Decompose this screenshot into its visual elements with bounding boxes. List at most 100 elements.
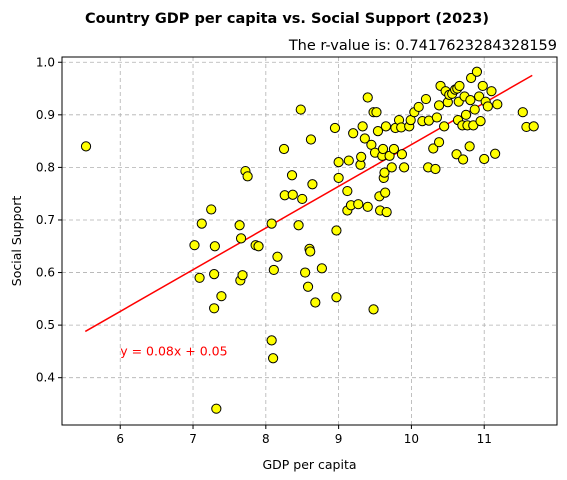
data-point (209, 241, 220, 252)
data-point (297, 193, 308, 205)
data-point (486, 86, 497, 97)
data-point (433, 137, 445, 148)
x-tick-label: 8 (262, 432, 270, 446)
plot-frame (61, 56, 558, 426)
data-point (353, 199, 364, 210)
data-point (482, 101, 493, 112)
data-point (477, 80, 488, 92)
data-point (286, 170, 298, 181)
x-tick-label: 6 (116, 432, 124, 446)
data-point (235, 233, 247, 244)
data-points (80, 66, 539, 414)
y-tick-label: 0.7 (36, 213, 55, 227)
data-point (209, 303, 220, 314)
data-point (357, 121, 368, 132)
y-tick-label: 0.6 (36, 266, 55, 280)
data-point (216, 291, 227, 302)
data-point (379, 167, 390, 178)
x-tick-label: 11 (477, 432, 492, 446)
chart-subtitle: The r-value is: 0.7417623284328159 (288, 38, 557, 54)
data-point (433, 100, 445, 111)
data-point (287, 189, 298, 200)
x-axis-label: GDP per capita (262, 457, 356, 472)
data-point (206, 204, 217, 215)
y-tick-label: 0.4 (36, 371, 55, 385)
chart-title: Country GDP per capita vs. Social Suppor… (85, 11, 489, 27)
y-tick-label: 0.5 (36, 318, 55, 332)
data-point (331, 225, 342, 236)
data-point (380, 187, 391, 198)
data-point (333, 157, 344, 168)
data-point (302, 281, 314, 292)
data-point (310, 297, 321, 308)
data-point (348, 128, 359, 139)
regression-equation: y = 0.08x + 0.05 (120, 343, 227, 358)
data-point (454, 80, 465, 92)
data-point (431, 112, 442, 123)
x-tick-label: 10 (404, 432, 419, 446)
data-point (377, 143, 389, 155)
data-point (331, 292, 342, 303)
data-point (356, 151, 367, 162)
data-point (234, 220, 245, 231)
axis-ticks: 6 7 8 9 10 11 0.4 0.5 0.6 0.7 0.8 0.9 1.0 (36, 55, 492, 446)
data-point (307, 179, 318, 190)
data-point (316, 263, 327, 274)
data-point (80, 141, 92, 152)
data-point (189, 240, 200, 251)
data-point (430, 163, 441, 175)
y-axis-label: Social Support (9, 196, 24, 287)
data-point (386, 162, 397, 173)
data-point (457, 154, 469, 165)
data-point (451, 149, 462, 160)
data-point (268, 264, 279, 276)
data-point (278, 143, 290, 155)
data-point (268, 353, 279, 364)
data-point (359, 133, 370, 144)
data-point (266, 335, 277, 346)
data-point (305, 246, 316, 257)
data-point (490, 148, 501, 159)
data-point (413, 101, 424, 113)
x-tick-label: 9 (335, 432, 343, 446)
data-point (343, 155, 354, 166)
data-point (211, 403, 222, 414)
y-tick-label: 0.8 (36, 160, 55, 174)
data-point (293, 220, 304, 231)
data-point (381, 206, 392, 218)
data-point (300, 267, 311, 278)
data-point (333, 172, 344, 184)
data-point (388, 143, 400, 155)
data-point (368, 304, 379, 315)
data-point (362, 92, 373, 103)
data-point (272, 251, 283, 262)
data-point (420, 93, 432, 105)
data-point (465, 95, 476, 106)
data-point (469, 104, 480, 115)
data-point (295, 104, 306, 115)
data-point (329, 122, 341, 134)
y-tick-label: 0.9 (36, 108, 55, 122)
data-point (380, 121, 392, 132)
data-point (399, 162, 410, 173)
data-point (342, 185, 353, 197)
data-point (237, 270, 248, 281)
data-point (266, 218, 277, 229)
y-tick-label: 1.0 (36, 55, 55, 69)
data-point (196, 218, 207, 229)
data-point (474, 91, 485, 102)
data-point (209, 269, 220, 280)
data-point (466, 72, 477, 84)
data-point (396, 149, 408, 160)
data-point (471, 66, 483, 77)
grid (62, 57, 557, 425)
data-point (362, 201, 373, 212)
data-point (475, 116, 486, 127)
data-point (372, 126, 384, 137)
data-point (428, 143, 439, 154)
data-point (242, 171, 253, 182)
data-point (528, 121, 539, 132)
data-point (464, 141, 475, 152)
data-point (253, 241, 264, 252)
x-tick-label: 7 (189, 432, 197, 446)
